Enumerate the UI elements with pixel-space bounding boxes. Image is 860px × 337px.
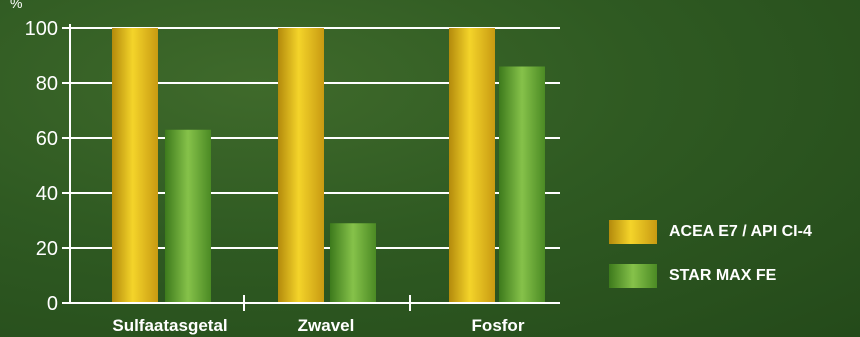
x-category-label-sulfaatasgetal: Sulfaatasgetal [112, 316, 227, 335]
y-tick-label-60: 60 [36, 128, 58, 150]
x-category-label-zwavel: Zwavel [298, 316, 355, 335]
y-tick-label-40: 40 [36, 183, 58, 205]
axes: 0 20 40 60 80 100 Sulfaatasgetal Zwavel Fosfor [25, 18, 560, 335]
bar-fosfor-series-2 [499, 66, 545, 303]
bars [112, 28, 545, 303]
bar-sulfaatasgetal-series-2 [165, 129, 211, 303]
bar-zwavel-series-2 [330, 223, 376, 303]
bar-fosfor-series-1 [449, 28, 495, 303]
legend-swatch-series-1 [609, 220, 657, 244]
legend-label-series-2: STAR MAX FE [669, 267, 777, 284]
y-tick-label-100: 100 [25, 18, 58, 40]
y-tick-label-0: 0 [47, 293, 58, 315]
legend-label-series-1: ACEA E7 / API CI-4 [669, 223, 812, 240]
legend-item-series-1: ACEA E7 / API CI-4 [609, 220, 812, 244]
y-tick-label-80: 80 [36, 73, 58, 95]
bar-zwavel-series-1 [278, 28, 324, 303]
y-axis-label: % [10, 0, 22, 11]
legend-swatch-series-2 [609, 264, 657, 288]
y-tick-label-20: 20 [36, 238, 58, 260]
legend-item-series-2: STAR MAX FE [609, 264, 776, 288]
x-category-label-fosfor: Fosfor [472, 316, 525, 335]
bar-sulfaatasgetal-series-1 [112, 28, 158, 303]
